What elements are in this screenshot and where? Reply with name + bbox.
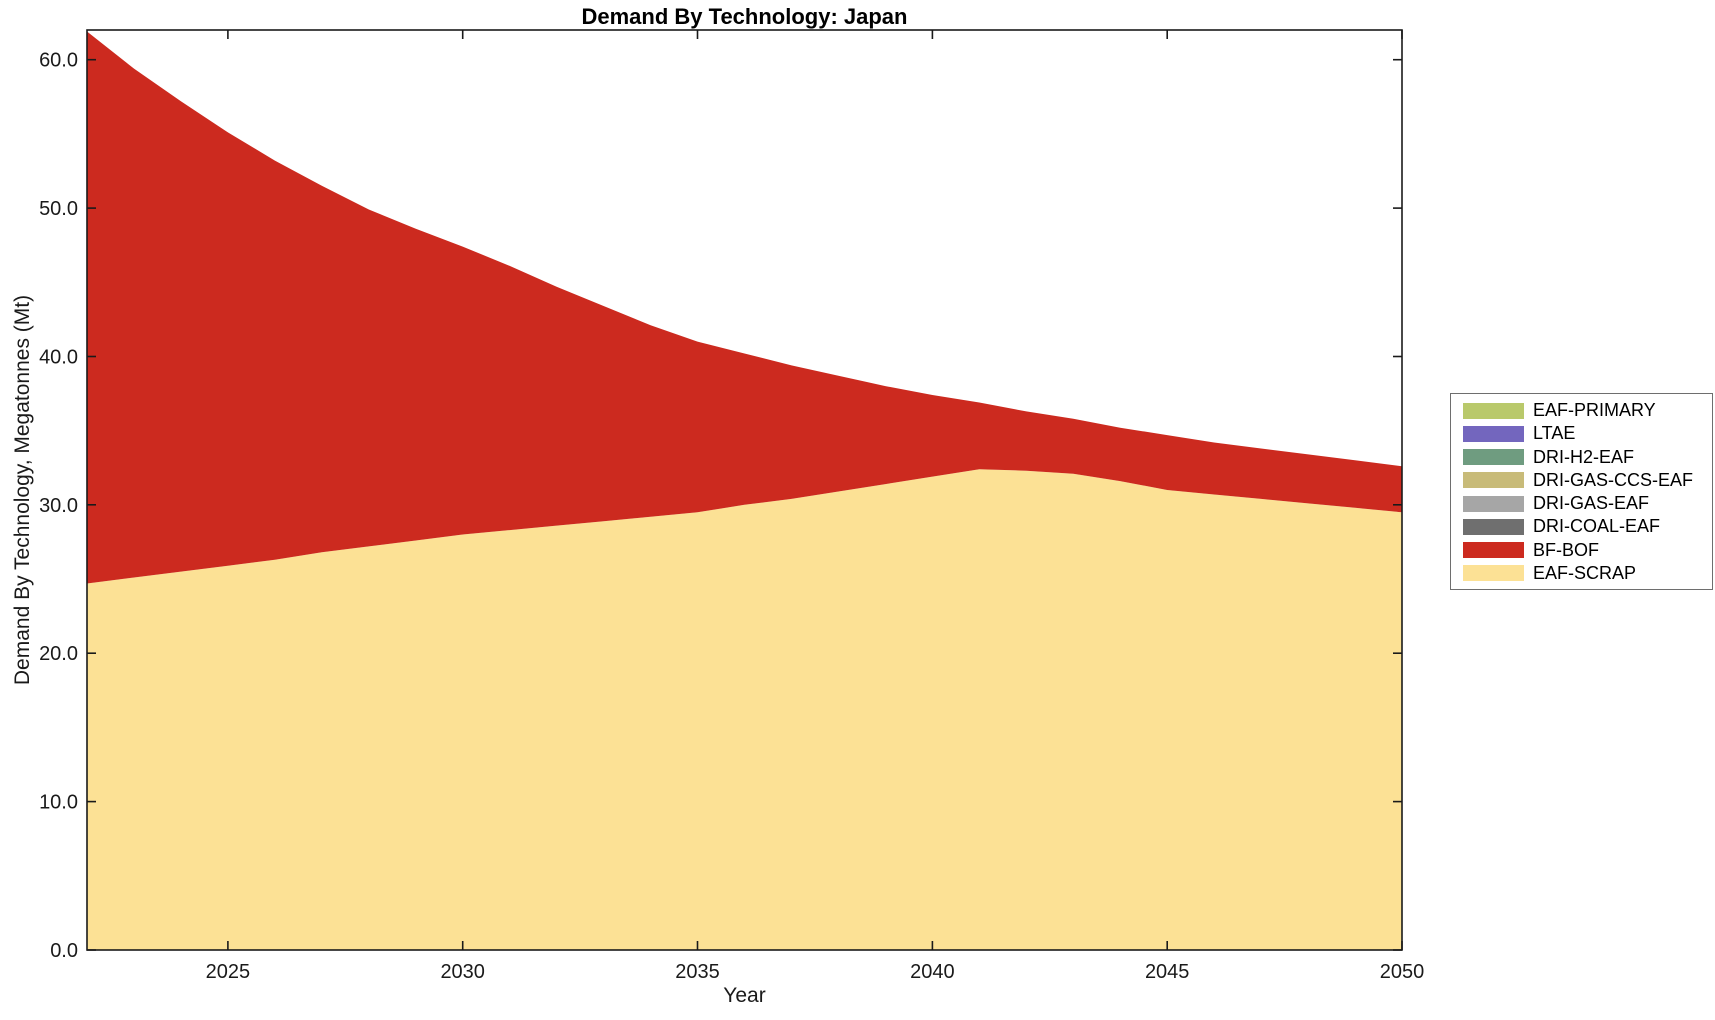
legend-label: LTAE xyxy=(1533,423,1576,444)
legend-swatch-ltae xyxy=(1463,425,1524,442)
legend-swatch-bf-bof xyxy=(1463,542,1524,559)
legend-swatch-eaf-scrap xyxy=(1463,565,1524,582)
legend-item: DRI-COAL-EAF xyxy=(1463,515,1712,538)
legend-label: DRI-GAS-EAF xyxy=(1533,493,1650,514)
y-tick-label: 0.0 xyxy=(50,940,78,962)
x-tick-label: 2035 xyxy=(675,961,720,983)
legend-item: EAF-PRIMARY xyxy=(1463,399,1712,422)
legend-box: EAF-PRIMARY LTAE DRI-H2-EAF DRI-GAS-CCS-EAF… xyxy=(1450,393,1713,590)
legend-item: EAF-SCRAP xyxy=(1463,562,1712,585)
legend-item: DRI-H2-EAF xyxy=(1463,446,1712,469)
legend-swatch-dri-h2-eaf xyxy=(1463,449,1524,466)
legend-swatch-eaf-primary xyxy=(1463,402,1524,419)
x-axis-label: Year xyxy=(723,984,766,1007)
legend-item: BF-BOF xyxy=(1463,539,1712,562)
x-tick-label: 2045 xyxy=(1145,961,1190,983)
y-tick-label: 60.0 xyxy=(39,50,78,72)
x-tick-label: 2025 xyxy=(206,961,251,983)
y-tick-label: 10.0 xyxy=(39,792,78,814)
legend-label: DRI-H2-EAF xyxy=(1533,446,1635,467)
x-tick-label: 2040 xyxy=(910,961,955,983)
y-tick-label: 20.0 xyxy=(39,643,78,665)
y-tick-label: 30.0 xyxy=(39,495,78,517)
y-tick-label: 50.0 xyxy=(39,198,78,220)
legend-label: DRI-COAL-EAF xyxy=(1533,516,1661,537)
legend-label: EAF-PRIMARY xyxy=(1533,400,1656,420)
chart-title: Demand By Technology: Japan xyxy=(581,4,908,29)
x-tick-label: 2050 xyxy=(1380,961,1425,983)
legend-label: DRI-GAS-CCS-EAF xyxy=(1533,469,1694,490)
axes-box xyxy=(86,29,1403,951)
area-bf-bof xyxy=(87,31,1402,584)
legend-swatch-dri-coal-eaf xyxy=(1463,518,1524,535)
legend-item: LTAE xyxy=(1463,422,1712,445)
legend-swatch-dri-gas-eaf xyxy=(1463,495,1524,512)
area-eaf-scrap xyxy=(87,469,1402,950)
legend-item: DRI-GAS-CCS-EAF xyxy=(1463,469,1712,492)
x-tick-label: 2030 xyxy=(440,961,485,983)
legend-swatch-dri-gas-ccs-eaf xyxy=(1463,472,1524,489)
y-tick-label: 40.0 xyxy=(39,347,78,369)
legend-label: BF-BOF xyxy=(1533,539,1599,560)
legend-item: DRI-GAS-EAF xyxy=(1463,492,1712,515)
legend-label: EAF-SCRAP xyxy=(1533,562,1637,583)
